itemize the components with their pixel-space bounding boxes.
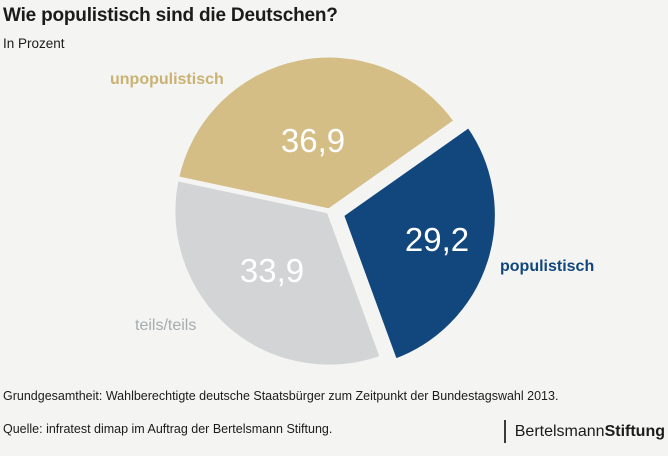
slice-value-populistisch: 29,2: [404, 221, 470, 258]
logo-brand-bold: Stiftung: [604, 422, 665, 440]
source-note: Quelle: infratest dimap im Auftrag der B…: [3, 422, 333, 436]
slice-value-unpopulistisch: 36,9: [280, 122, 346, 159]
pie-slice-teils-teils: [170, 175, 386, 370]
slice-label-unpopulistisch: unpopulistisch: [110, 71, 224, 88]
unit-subtitle: In Prozent: [3, 36, 65, 51]
slice-value-teils-teils: 33,9: [239, 252, 305, 289]
logo-divider: [503, 420, 506, 443]
pie-slice-unpopulistisch: [173, 52, 460, 214]
bertelsmann-stiftung-logo: BertelsmannStiftung: [503, 420, 665, 443]
page-title: Wie populistisch sind die Deutschen?: [3, 5, 338, 26]
slice-label-teils-teils: teils/teils: [135, 317, 197, 334]
pie-slice-populistisch: [338, 121, 500, 365]
logo-brand: Bertelsmann: [514, 422, 605, 440]
slice-label-populistisch: populistisch: [500, 258, 595, 275]
population-note: Grundgesamtheit: Wahlberechtigte deutsch…: [3, 389, 559, 403]
logo-text: BertelsmannStiftung: [515, 423, 665, 441]
